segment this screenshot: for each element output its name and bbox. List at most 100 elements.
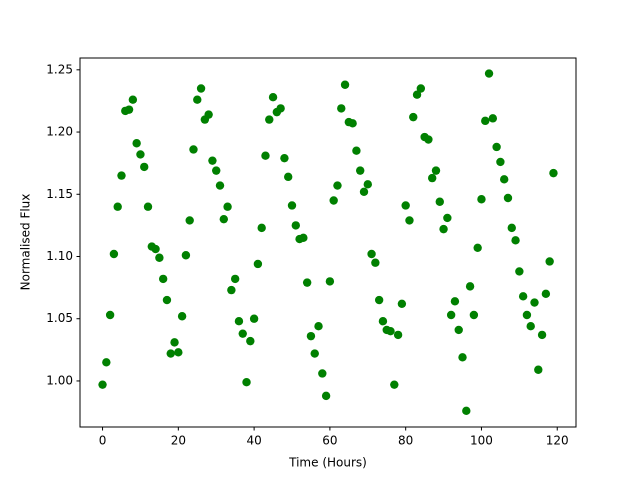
point — [302, 278, 312, 287]
plot-frame — [79, 57, 577, 428]
point — [526, 321, 535, 331]
y-tick-label: 1.10 — [46, 249, 73, 263]
y-tick-label: 1.05 — [46, 311, 73, 325]
point — [219, 214, 228, 224]
x-tick-label: 60 — [322, 434, 337, 448]
point — [253, 259, 263, 269]
point — [117, 171, 126, 180]
point — [454, 325, 463, 335]
point — [132, 139, 141, 148]
point — [177, 312, 187, 321]
point — [507, 223, 516, 233]
point — [204, 110, 213, 119]
point — [227, 285, 236, 295]
point — [325, 277, 335, 286]
point — [465, 282, 475, 291]
x-tick-label: 100 — [470, 434, 493, 448]
point — [249, 314, 259, 323]
y-axis-label: Normalised Flux — [19, 194, 33, 291]
point — [337, 104, 346, 113]
point — [424, 135, 433, 144]
point — [374, 295, 384, 305]
point — [299, 233, 308, 243]
point — [363, 180, 372, 189]
point — [386, 326, 395, 336]
point — [469, 310, 479, 320]
point — [352, 146, 361, 155]
point — [431, 166, 441, 175]
point — [522, 310, 532, 320]
point — [397, 299, 407, 308]
point — [348, 119, 357, 128]
point — [166, 349, 175, 358]
point — [170, 338, 179, 347]
point — [390, 380, 399, 389]
y-tick-label: 1.15 — [46, 187, 73, 201]
point — [534, 365, 543, 374]
point — [356, 166, 365, 175]
point — [276, 104, 285, 113]
point — [518, 292, 528, 301]
point — [314, 321, 323, 331]
point — [321, 391, 331, 401]
point — [261, 151, 270, 160]
point — [212, 166, 221, 175]
point — [492, 142, 501, 152]
point — [503, 193, 513, 203]
point — [484, 69, 494, 78]
y-tick-label: 1.20 — [46, 125, 73, 139]
point — [473, 243, 482, 252]
x-tick-label: 40 — [246, 434, 261, 448]
point — [238, 329, 247, 338]
point — [128, 95, 138, 104]
point — [367, 249, 376, 259]
y-tick-label: 1.00 — [46, 373, 73, 387]
point — [333, 181, 342, 190]
point — [257, 223, 266, 233]
point — [242, 377, 251, 387]
point — [435, 197, 444, 206]
point — [174, 348, 183, 357]
point — [496, 157, 505, 167]
point — [488, 114, 498, 123]
point — [499, 175, 509, 184]
plot-area — [80, 58, 576, 427]
point — [284, 172, 293, 182]
point — [401, 201, 410, 210]
point — [193, 95, 202, 104]
point — [196, 84, 206, 93]
point — [515, 267, 524, 276]
point — [450, 297, 460, 306]
point — [234, 317, 244, 326]
point — [223, 202, 232, 211]
point — [306, 331, 316, 341]
point — [181, 251, 191, 260]
point — [416, 84, 426, 93]
point — [537, 330, 547, 340]
point — [443, 213, 452, 223]
point — [280, 153, 289, 163]
point — [318, 369, 327, 378]
point — [458, 353, 467, 362]
point — [340, 80, 350, 89]
point — [102, 358, 111, 367]
point — [530, 298, 539, 307]
x-tick-label: 80 — [398, 434, 413, 448]
y-tick-label: 1.25 — [46, 62, 73, 76]
point — [208, 156, 217, 165]
point — [246, 336, 255, 346]
point — [124, 105, 134, 114]
point — [541, 289, 551, 299]
point — [109, 249, 119, 259]
point — [409, 112, 418, 122]
x-axis-label: Time (Hours) — [288, 456, 367, 470]
point — [549, 168, 558, 178]
point — [189, 145, 198, 154]
point — [265, 115, 274, 124]
point — [140, 162, 149, 172]
point — [113, 202, 122, 211]
point — [136, 150, 145, 159]
point — [162, 295, 172, 305]
point — [462, 406, 471, 416]
